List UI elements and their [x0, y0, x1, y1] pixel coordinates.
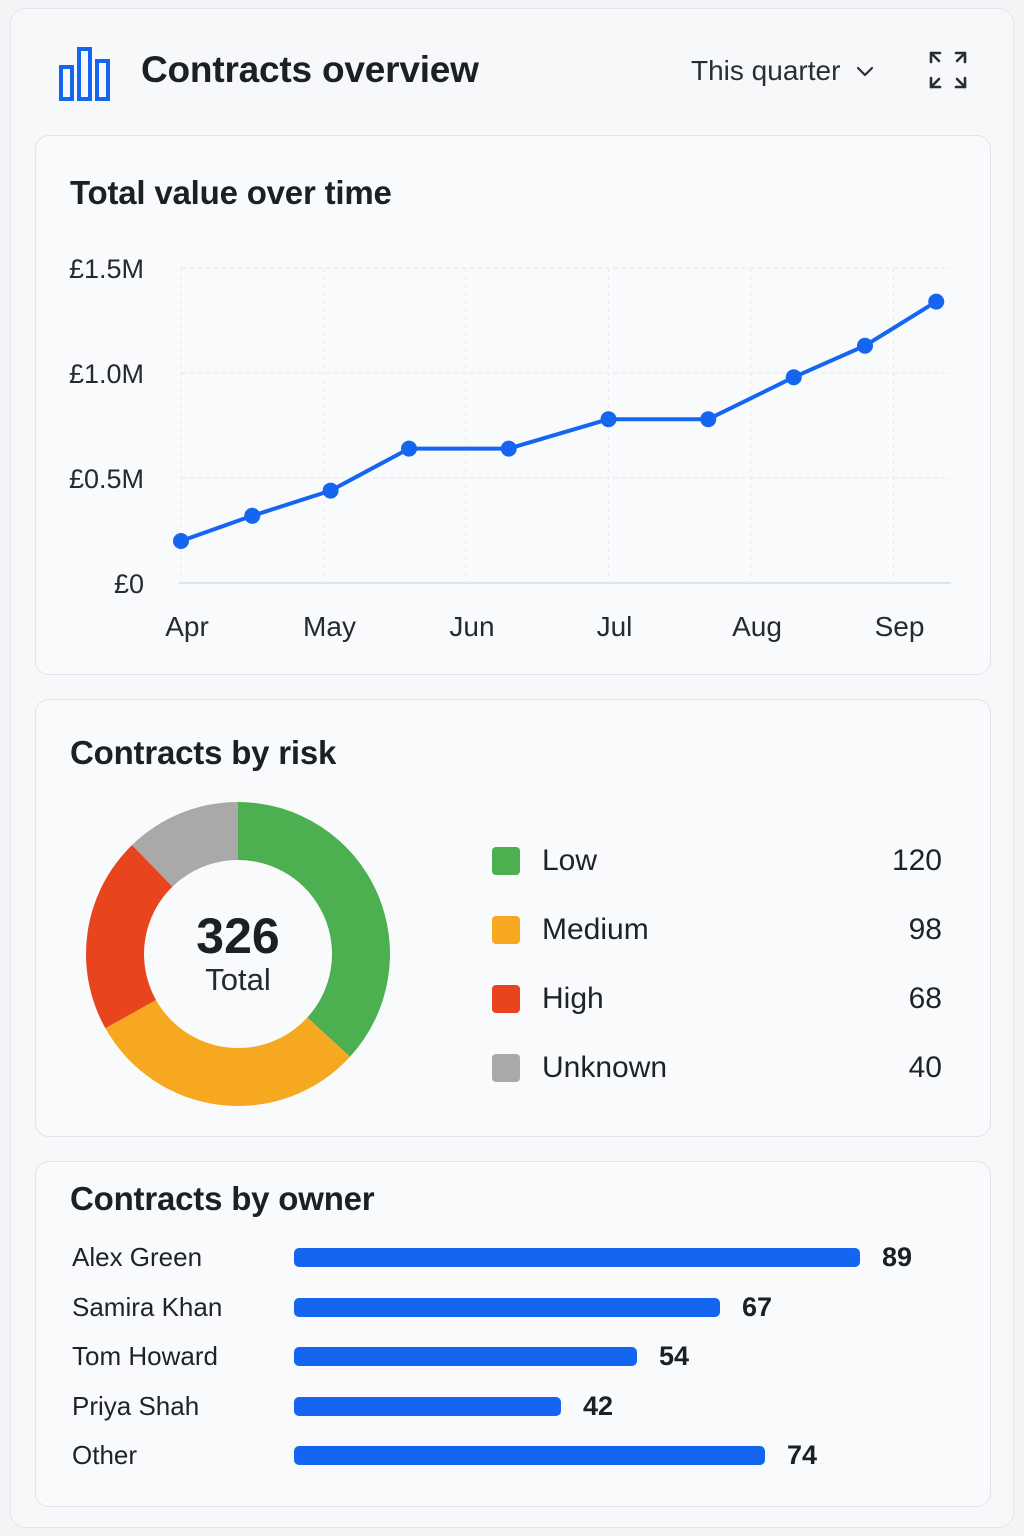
owner-bar-chart: Alex Green 89 Samira Khan 67 Tom Howard 54 Pri… — [36, 1234, 990, 1482]
x-tick-label: Jun — [449, 611, 494, 642]
chevron-down-icon — [857, 66, 874, 77]
owner-bar — [294, 1248, 860, 1267]
owner-row[interactable]: Other 74 — [36, 1432, 990, 1482]
legend-value: 98 — [908, 912, 942, 946]
legend-label: Low — [542, 843, 598, 877]
owner-name: Alex Green — [72, 1242, 203, 1272]
owner-value: 67 — [742, 1291, 773, 1322]
owner-card: Contracts by owner Alex Green 89 Samira Kh… — [35, 1161, 991, 1507]
legend-value: 40 — [908, 1050, 942, 1084]
legend-item-low[interactable]: Low 120 — [492, 826, 942, 895]
owner-name: Priya Shah — [72, 1390, 200, 1421]
legend-swatch — [492, 915, 520, 944]
line-chart-card: Total value over time £0 £0.5M £1.0M £1.5M A… — [35, 135, 991, 675]
donut-slice-low[interactable] — [238, 802, 391, 1057]
legend-item-unknown[interactable]: Unknown 40 — [492, 1033, 942, 1102]
donut-slice-high[interactable] — [86, 844, 173, 1029]
data-point[interactable] — [600, 411, 617, 428]
risk-donut-chart — [86, 802, 391, 1106]
x-tick-label: May — [303, 611, 356, 642]
data-point[interactable] — [700, 411, 717, 428]
owner-name: Other — [72, 1440, 138, 1471]
owner-bar — [294, 1396, 561, 1416]
risk-chart-title: Contracts by risk — [70, 734, 337, 771]
legend-label: Unknown — [542, 1050, 668, 1084]
series-line — [179, 299, 939, 543]
owner-row[interactable]: Priya Shah 42 — [36, 1383, 990, 1433]
line-chart: £0 £0.5M £1.0M £1.5M Apr May Jun Jul Aug Sep — [69, 254, 951, 642]
widget-header: Contracts overview This quarter — [11, 9, 1013, 135]
data-point[interactable] — [173, 533, 189, 549]
legend-swatch — [492, 846, 520, 875]
x-tick-label: Sep — [875, 611, 925, 642]
owner-value: 74 — [787, 1440, 818, 1471]
legend-label: High — [542, 981, 604, 1015]
donut-slice-unknown[interactable] — [132, 802, 238, 887]
period-dropdown[interactable]: This quarter — [691, 55, 876, 87]
owner-name: Samira Khan — [72, 1291, 223, 1322]
owner-value: 54 — [659, 1341, 690, 1372]
y-tick-label: £1.0M — [69, 359, 144, 389]
legend-value: 68 — [908, 981, 942, 1015]
bar-chart-icon — [59, 47, 110, 101]
legend-item-high[interactable]: High 68 — [492, 964, 942, 1033]
legend-label: Medium — [542, 912, 649, 946]
expand-icon[interactable] — [929, 51, 967, 89]
owner-bar — [294, 1297, 720, 1317]
legend-swatch — [492, 1053, 520, 1082]
owner-row[interactable]: Alex Green 89 — [36, 1234, 990, 1284]
dashboard-widget: Contracts overview This quarter Total va… — [10, 8, 1014, 1528]
owner-value: 42 — [583, 1390, 614, 1421]
page-title: Contracts overview — [141, 49, 479, 90]
x-tick-label: Apr — [165, 611, 209, 642]
data-point[interactable] — [500, 440, 517, 457]
owner-row[interactable]: Samira Khan 67 — [36, 1284, 990, 1334]
owner-value: 89 — [882, 1242, 913, 1272]
owner-chart-title: Contracts by owner — [70, 1180, 375, 1217]
owner-bar — [294, 1446, 765, 1466]
data-point[interactable] — [244, 507, 261, 524]
data-point[interactable] — [857, 337, 873, 354]
y-tick-label: £0.5M — [69, 464, 144, 494]
owner-name: Tom Howard — [72, 1341, 218, 1372]
legend-swatch — [492, 984, 520, 1013]
owner-bar — [294, 1347, 637, 1367]
risk-legend: Low 120 Medium 98 High 68 Unknown 40 — [492, 826, 942, 1102]
data-point[interactable] — [785, 369, 802, 386]
data-point[interactable] — [322, 482, 339, 499]
donut-total-label: Total — [205, 962, 271, 998]
owner-row[interactable]: Tom Howard 54 — [36, 1333, 990, 1383]
risk-card: Contracts by risk 326 Total Low 120 Medium… — [35, 699, 991, 1137]
donut-slice-medium[interactable] — [105, 999, 351, 1106]
data-point[interactable] — [401, 440, 417, 457]
donut-total-value: 326 — [196, 907, 280, 964]
data-point[interactable] — [928, 293, 945, 310]
line-chart-title: Total value over time — [70, 174, 392, 211]
legend-item-medium[interactable]: Medium 98 — [492, 895, 942, 964]
period-dropdown-label: This quarter — [691, 55, 841, 86]
donut-center: 326 Total — [80, 796, 396, 1112]
legend-value: 120 — [891, 843, 942, 877]
y-tick-label: £0 — [114, 569, 144, 599]
y-tick-label: £1.5M — [69, 254, 144, 284]
x-tick-label: Jul — [597, 611, 633, 642]
x-tick-label: Aug — [732, 611, 782, 642]
